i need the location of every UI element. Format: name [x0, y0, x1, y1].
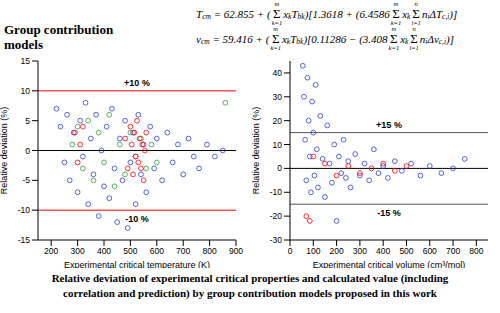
html-text:m: m	[391, 24, 397, 32]
svg-text:400: 400	[97, 246, 111, 256]
svg-text:0: 0	[277, 163, 282, 173]
html-text:xk: xk	[402, 7, 411, 21]
html-text:niΔvc,i)]: niΔvc,i)]	[419, 32, 454, 46]
svg-text:-5: -5	[22, 175, 30, 185]
svg-text:200: 200	[44, 246, 58, 256]
html-text:Group contribution: Group contribution	[4, 22, 114, 37]
svg-text:20: 20	[273, 116, 283, 126]
svg-text:5: 5	[25, 116, 30, 126]
html-text:Σ: Σ	[412, 6, 420, 21]
html-text:xkTbk)[1.3618 + (6.4586: xkTbk)[1.3618 + (6.4586	[283, 7, 390, 21]
svg-text:700: 700	[446, 246, 460, 256]
svg-text:Experimental critical volume (: Experimental critical volume (cm³/mol)	[313, 260, 466, 268]
html-text:n: n	[414, 0, 418, 7]
html-text:Relative deviation of experime: Relative deviation of experimental criti…	[51, 272, 449, 284]
html-text:xkTbk)[0.11286 − (3.408: xkTbk)[0.11286 − (3.408	[281, 32, 388, 46]
svg-text:600: 600	[150, 246, 164, 256]
svg-text:400: 400	[376, 246, 390, 256]
html-text:m: m	[274, 0, 280, 7]
svg-text:-10: -10	[18, 205, 31, 215]
html-text:k=1: k=1	[271, 19, 283, 26]
html-text:models: models	[4, 37, 43, 52]
svg-text:200: 200	[329, 246, 343, 256]
svg-text:100: 100	[306, 246, 320, 256]
html-text:niΔTc,i)]: niΔTc,i)]	[421, 7, 458, 21]
svg-text:15: 15	[21, 56, 31, 66]
html-text:m: m	[273, 24, 278, 32]
html-text:Σ: Σ	[410, 31, 418, 46]
html-text:correlation and prediction) by: correlation and prediction) by group con…	[63, 287, 437, 299]
svg-text:-15: -15	[18, 235, 31, 245]
svg-text:-20: -20	[270, 211, 283, 221]
html-text:vcm= 59.416 + (: vcm= 59.416 + (	[196, 32, 270, 46]
svg-text:-10 %: -10 %	[125, 214, 149, 224]
svg-text:+10 %: +10 %	[124, 78, 150, 88]
svg-text:300: 300	[71, 246, 85, 256]
html-text:i=1: i=1	[411, 19, 421, 26]
svg-text:0: 0	[288, 246, 293, 256]
html-text:Σ: Σ	[390, 31, 398, 46]
svg-text:-15 %: -15 %	[377, 208, 401, 218]
html-text:k=1: k=1	[270, 44, 281, 51]
html-text:m: m	[393, 0, 399, 7]
html-text:Tcm= 62.855 + (: Tcm= 62.855 + (	[196, 7, 271, 21]
svg-text:900: 900	[229, 246, 243, 256]
svg-text:30: 30	[273, 92, 283, 102]
html-text:i=1: i=1	[409, 44, 419, 51]
svg-text:500: 500	[399, 246, 413, 256]
svg-text:10: 10	[273, 140, 283, 150]
svg-text:800: 800	[469, 246, 483, 256]
svg-text:-10: -10	[270, 187, 283, 197]
html-text:k=1: k=1	[388, 44, 400, 51]
svg-text:Experimental critical temperat: Experimental critical temperature (K)	[64, 260, 210, 268]
svg-text:600: 600	[423, 246, 437, 256]
svg-text:+15 %: +15 %	[376, 120, 402, 130]
html-text:n: n	[412, 24, 416, 32]
svg-text:500: 500	[123, 246, 137, 256]
html-text:Σ: Σ	[392, 6, 400, 21]
html-text:Σ: Σ	[273, 6, 281, 21]
html-text:xk: xk	[400, 32, 409, 46]
svg-text:800: 800	[203, 246, 217, 256]
svg-text:Relative deviation (%): Relative deviation (%)	[252, 107, 261, 195]
svg-text:-30: -30	[270, 235, 283, 245]
html-text:k=1: k=1	[390, 19, 402, 26]
svg-text:10: 10	[21, 86, 31, 96]
svg-text:700: 700	[176, 246, 190, 256]
html-text:Σ: Σ	[271, 31, 280, 46]
svg-text:0: 0	[25, 146, 30, 156]
svg-text:300: 300	[353, 246, 367, 256]
svg-text:Relative deviation (%): Relative deviation (%)	[8, 107, 9, 195]
svg-text:40: 40	[273, 68, 283, 78]
